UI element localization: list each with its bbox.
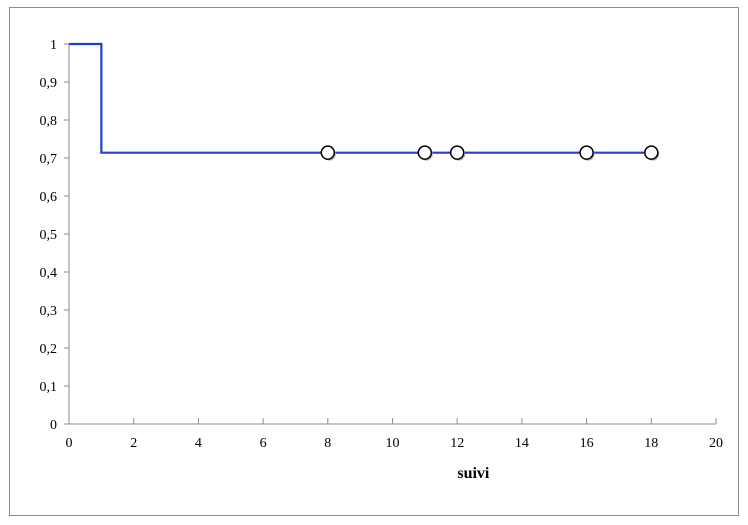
x-tick-label: 6 xyxy=(260,436,267,451)
y-tick-label: 0,5 xyxy=(40,228,58,243)
chart-frame: 0 0,1 0,2 0,3 0,4 0,5 0,6 0,7 0,8 0,9 1 0 2 4 6 8 10 12 14… xyxy=(9,7,739,516)
censored-marker xyxy=(417,145,433,160)
x-tick-label: 10 xyxy=(386,436,400,451)
x-tick-label: 20 xyxy=(709,436,723,451)
x-tick-label: 0 xyxy=(66,436,73,451)
y-tick-label: 0,9 xyxy=(40,76,58,91)
y-tick-label: 0,4 xyxy=(40,266,58,281)
x-axis-title: suivi xyxy=(457,465,490,482)
y-tick-label: 0,3 xyxy=(40,304,58,319)
y-tick-label: 0 xyxy=(50,418,57,433)
x-tick-label: 2 xyxy=(130,436,137,451)
y-tick-label: 1 xyxy=(50,38,57,53)
censored-marker xyxy=(449,145,465,160)
axes: 00,10,20,30,40,50,60,70,80,910 2 4 6 8 10 12 14… xyxy=(40,38,724,451)
step-layer xyxy=(69,42,652,154)
x-tick-label: 4 xyxy=(195,436,202,451)
survival-step-line xyxy=(69,42,652,154)
censored-marker xyxy=(320,145,336,160)
chart-svg: 00,10,20,30,40,50,60,70,80,910 2 4 6 8 10 12 14… xyxy=(40,38,724,482)
x-tick-label: 12 xyxy=(450,436,464,451)
censored-marker xyxy=(579,145,594,160)
y-tick-label: 0,7 xyxy=(40,152,58,167)
y-tick-label: 0,2 xyxy=(40,342,58,357)
y-tick-label: 0,6 xyxy=(40,190,58,205)
x-tick-label: 14 xyxy=(515,436,529,451)
censored-marker xyxy=(644,145,659,160)
y-tick-label: 0,8 xyxy=(40,114,58,129)
marker-layer xyxy=(320,145,660,161)
x-tick-label: 16 xyxy=(580,436,594,451)
x-tick-label: 18 xyxy=(644,436,658,451)
x-tick-label: 8 xyxy=(324,436,331,451)
y-tick-label: 0,1 xyxy=(40,380,58,395)
